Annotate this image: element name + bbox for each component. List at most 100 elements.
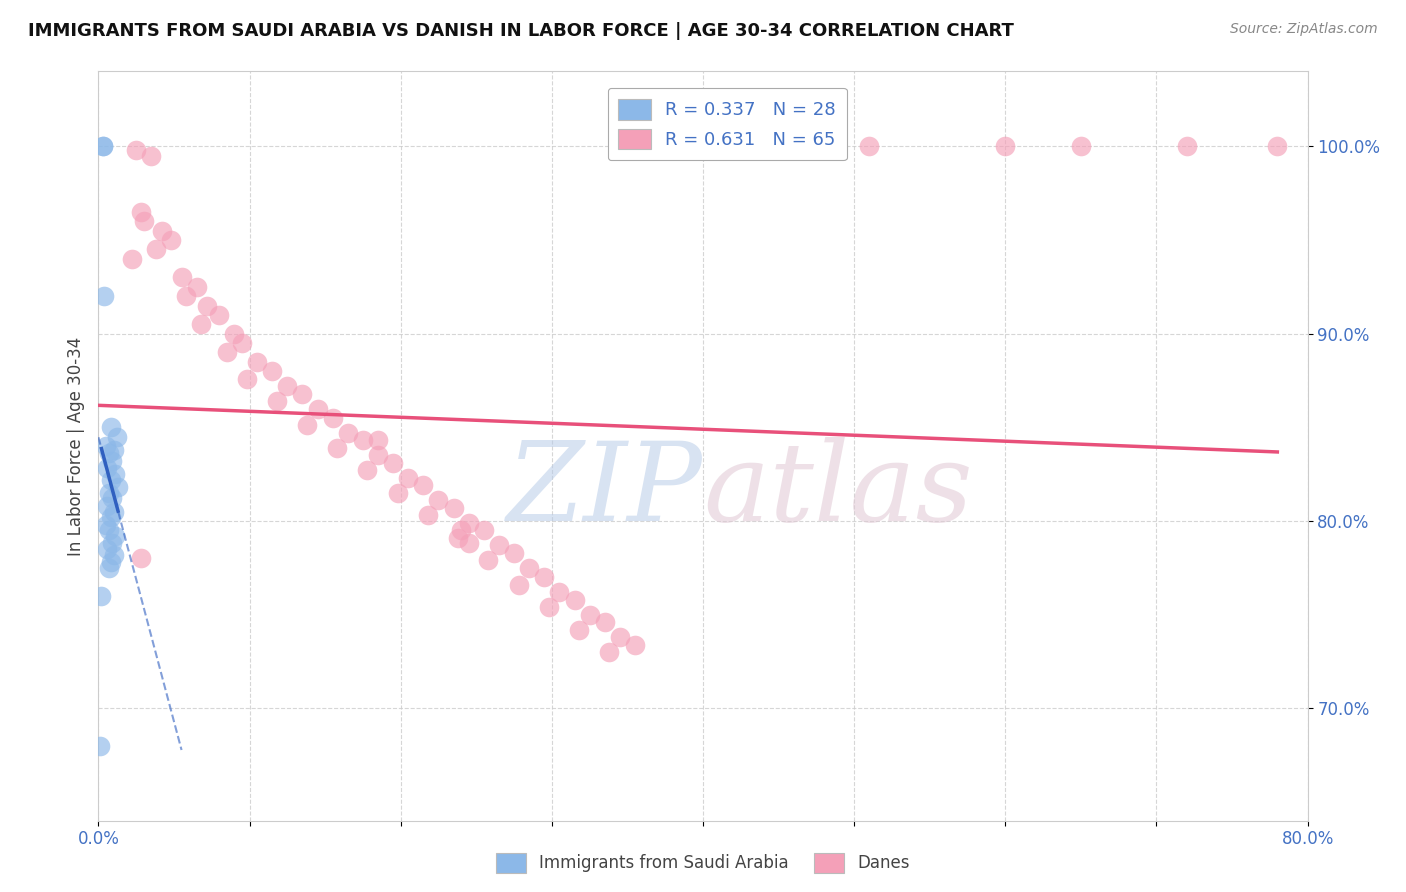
Point xyxy=(89,739,111,753)
Text: atlas: atlas xyxy=(703,437,973,545)
Text: IMMIGRANTS FROM SAUDI ARABIA VS DANISH IN LABOR FORCE | AGE 30-34 CORRELATION CH: IMMIGRANTS FROM SAUDI ARABIA VS DANISH I… xyxy=(28,22,1014,40)
Text: Source: ZipAtlas.com: Source: ZipAtlas.com xyxy=(1230,22,1378,37)
Point xyxy=(356,463,378,477)
Point xyxy=(100,510,122,524)
Point xyxy=(457,536,479,550)
Point xyxy=(96,461,118,475)
Point xyxy=(215,345,238,359)
Point xyxy=(104,467,127,482)
Point xyxy=(98,486,121,500)
Point xyxy=(231,336,253,351)
Point xyxy=(994,139,1017,153)
Point xyxy=(105,430,128,444)
Point xyxy=(100,555,122,569)
Point xyxy=(427,493,450,508)
Point xyxy=(443,500,465,515)
Point xyxy=(307,401,329,416)
Point xyxy=(367,449,389,463)
Point xyxy=(336,425,359,440)
Point xyxy=(450,524,472,538)
Point xyxy=(224,326,246,341)
Point xyxy=(160,233,183,247)
Point xyxy=(150,224,173,238)
Point xyxy=(322,411,344,425)
Point xyxy=(93,289,115,303)
Point xyxy=(593,615,616,629)
Point xyxy=(412,478,434,492)
Point xyxy=(141,149,163,163)
Point xyxy=(235,371,257,385)
Legend: R = 0.337   N = 28, R = 0.631   N = 65: R = 0.337 N = 28, R = 0.631 N = 65 xyxy=(607,88,846,161)
Point xyxy=(578,607,600,622)
Point xyxy=(170,270,193,285)
Point xyxy=(94,517,117,532)
Point xyxy=(94,439,117,453)
Point xyxy=(548,585,571,599)
Text: ZIP: ZIP xyxy=(508,437,703,545)
Point xyxy=(352,434,374,448)
Point xyxy=(472,524,495,538)
Point xyxy=(96,499,118,513)
Point xyxy=(276,379,298,393)
Point xyxy=(96,542,118,557)
Point xyxy=(1175,139,1198,153)
Point xyxy=(266,394,288,409)
Point xyxy=(103,442,125,457)
Point xyxy=(858,139,880,153)
Point xyxy=(145,243,167,257)
Point xyxy=(174,289,197,303)
Point xyxy=(396,471,419,485)
Point xyxy=(598,645,620,659)
Point xyxy=(246,355,269,369)
Point xyxy=(129,205,152,219)
Point xyxy=(477,553,499,567)
Point xyxy=(537,600,560,615)
Point xyxy=(91,139,114,153)
Point xyxy=(568,623,591,637)
Point xyxy=(101,454,124,468)
Point xyxy=(447,531,470,545)
Point xyxy=(457,516,479,530)
Point xyxy=(91,139,114,153)
Point xyxy=(262,364,284,378)
Point xyxy=(103,548,125,562)
Point xyxy=(367,434,389,448)
Point xyxy=(508,577,530,591)
Point xyxy=(488,538,510,552)
Point xyxy=(295,418,318,433)
Point xyxy=(190,318,212,332)
Point xyxy=(103,505,125,519)
Point xyxy=(101,536,124,550)
Point xyxy=(609,630,631,644)
Legend: Immigrants from Saudi Arabia, Danes: Immigrants from Saudi Arabia, Danes xyxy=(489,847,917,880)
Point xyxy=(101,491,124,506)
Point xyxy=(125,143,148,157)
Point xyxy=(503,546,526,560)
Y-axis label: In Labor Force | Age 30-34: In Labor Force | Age 30-34 xyxy=(66,336,84,556)
Point xyxy=(533,570,555,584)
Point xyxy=(107,480,129,494)
Point xyxy=(624,638,647,652)
Point xyxy=(132,214,155,228)
Point xyxy=(1070,139,1092,153)
Point xyxy=(100,420,122,434)
Point xyxy=(291,386,314,401)
Point xyxy=(98,524,121,538)
Point xyxy=(416,508,439,523)
Point xyxy=(564,592,586,607)
Point xyxy=(100,473,122,487)
Point xyxy=(1267,139,1289,153)
Point xyxy=(129,551,152,566)
Point xyxy=(121,252,143,266)
Point xyxy=(195,299,218,313)
Point xyxy=(517,561,540,575)
Point xyxy=(90,589,112,603)
Point xyxy=(208,308,231,322)
Point xyxy=(387,486,409,500)
Point xyxy=(98,561,121,575)
Point xyxy=(326,441,349,455)
Point xyxy=(186,280,208,294)
Point xyxy=(104,529,127,543)
Point xyxy=(382,456,405,470)
Point xyxy=(98,446,121,460)
